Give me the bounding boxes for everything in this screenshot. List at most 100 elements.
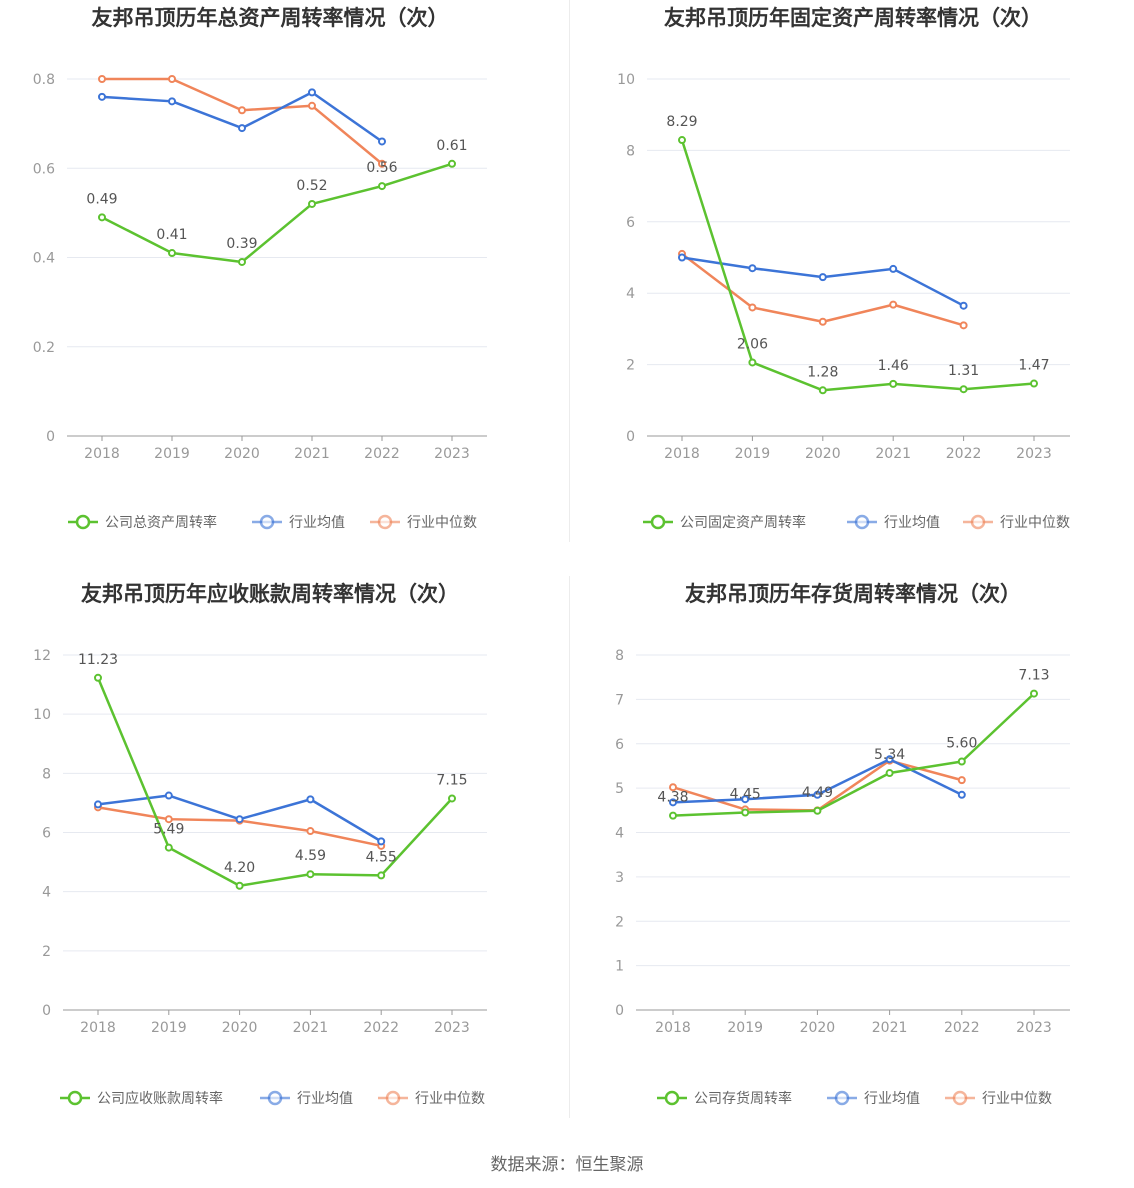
data-point-median: [308, 101, 316, 110]
x-tick-label: 2018: [664, 446, 700, 462]
chart-title: 友邦吊顶历年总资产周转率情况（次）: [92, 6, 449, 30]
data-point-median: [168, 75, 176, 83]
chart-title: 友邦吊顶历年存货周转率情况（次）: [685, 582, 1021, 606]
data-label: 0.56: [366, 160, 397, 176]
x-tick-label: 2019: [151, 1020, 187, 1036]
x-tick-label: 2023: [1016, 446, 1052, 462]
y-tick-label: 4: [626, 286, 635, 302]
data-label: 5.49: [153, 822, 184, 838]
data-label: 4.20: [224, 860, 255, 876]
y-tick-label: 8: [615, 648, 624, 664]
data-point-avg: [959, 301, 968, 310]
x-tick-label: 2020: [224, 446, 260, 462]
legend-label-company: 公司存货周转率: [694, 1090, 792, 1107]
data-point-company: [1030, 689, 1038, 698]
x-tick-label: 2021: [875, 446, 911, 462]
legend-label-avg: 行业均值: [289, 515, 345, 531]
data-point-avg: [678, 253, 686, 262]
y-tick-label: 1: [615, 959, 624, 975]
x-tick-label: 2019: [154, 446, 190, 462]
data-label: 0.61: [436, 138, 467, 154]
data-point-avg: [669, 798, 677, 807]
legend-marker-company: [75, 514, 91, 530]
legend-marker-avg: [259, 514, 275, 530]
data-point-median: [748, 303, 757, 312]
y-tick-label: 7: [615, 692, 624, 708]
data-label: 1.28: [807, 364, 838, 380]
data-point-avg: [885, 755, 894, 764]
data-label: 1.46: [878, 358, 909, 374]
x-tick-label: 2023: [434, 446, 470, 462]
y-tick-label: 6: [615, 737, 624, 753]
data-point-median: [957, 776, 966, 785]
y-tick-label: 10: [33, 707, 51, 723]
y-tick-label: 0.8: [33, 72, 55, 88]
legend-label-median: 行业中位数: [407, 515, 477, 531]
legend-label-company: 公司固定资产周转率: [680, 514, 806, 531]
legend-marker-median: [970, 514, 986, 530]
data-point-median: [818, 317, 827, 326]
data-point-company: [448, 159, 456, 168]
legend-marker-company: [67, 1090, 83, 1106]
chart-receivables-turnover: 友邦吊顶历年应收账款周转率情况（次） 0 2 4 6 8 10 12 2018 2019 2020 2…: [0, 576, 567, 1152]
y-tick-label: 2: [615, 914, 624, 930]
y-tick-label: 5: [615, 781, 624, 797]
chart-total-asset-turnover: 友邦吊顶历年总资产周转率情况（次） 0 0.2 0.4 0.6 0.8 2018 2019 20…: [0, 0, 567, 576]
chart-title: 友邦吊顶历年固定资产周转率情况（次）: [664, 6, 1042, 30]
data-point-avg: [741, 795, 750, 804]
data-label: 0.52: [296, 178, 327, 194]
data-point-company: [889, 379, 898, 388]
data-label: 7.13: [1018, 668, 1049, 684]
data-point-avg: [168, 97, 176, 106]
data-label: 0.49: [86, 191, 117, 207]
data-point-company: [238, 257, 246, 266]
y-tick-label: 0.2: [33, 340, 55, 356]
divider-top: [569, 0, 570, 542]
legend-marker-company: [650, 514, 666, 530]
legend-label-median: 行业中位数: [982, 1091, 1052, 1107]
legend-marker-median: [377, 514, 393, 530]
data-point-company: [377, 871, 386, 880]
data-label: 4.55: [366, 849, 397, 865]
chart-title: 友邦吊顶历年应收账款周转率情况（次）: [81, 582, 459, 606]
y-tick-label: 0: [615, 1003, 624, 1019]
data-label: 2.06: [737, 336, 768, 352]
y-tick-label: 0.6: [33, 161, 55, 177]
y-tick-label: 6: [626, 215, 635, 231]
data-label: 5.34: [874, 747, 905, 763]
data-point-avg: [889, 264, 898, 273]
y-tick-label: 6: [42, 826, 51, 842]
data-point-median: [238, 106, 246, 115]
x-tick-label: 2022: [946, 446, 982, 462]
data-point-company: [813, 806, 822, 815]
legend-marker-median: [385, 1090, 401, 1106]
legend-label-company: 公司总资产周转率: [105, 514, 217, 531]
x-tick-label: 2022: [944, 1020, 980, 1036]
y-tick-label: 4: [42, 885, 51, 901]
legend-label-avg: 行业均值: [864, 1091, 920, 1107]
data-point-median: [378, 159, 386, 168]
chart-svg: 友邦吊顶历年存货周转率情况（次） 0 1 2 3 4 5 6 7 8 2018 2019 2020 202…: [615, 582, 1070, 1107]
data-point-avg: [306, 795, 315, 804]
x-tick-label: 2020: [222, 1020, 258, 1036]
data-point-company: [378, 182, 386, 191]
y-tick-label: 4: [615, 826, 624, 842]
chart-fixed-asset-turnover: 友邦吊顶历年固定资产周转率情况（次） 0 2 4 6 8 10 2018 2019 2020 202…: [567, 0, 1134, 576]
data-point-company: [678, 136, 686, 145]
y-tick-label: 12: [33, 648, 51, 664]
data-point-median: [889, 300, 898, 309]
series-line-avg: [681, 256, 965, 307]
data-point-median: [669, 783, 677, 792]
x-tick-label: 2020: [800, 1020, 836, 1036]
data-point-company: [741, 808, 750, 817]
data-label: 5.60: [946, 736, 977, 752]
legend-marker-avg: [267, 1090, 283, 1106]
x-tick-label: 2018: [80, 1020, 116, 1036]
y-tick-label: 8: [626, 143, 635, 159]
series-line-company: [672, 692, 1035, 817]
data-point-avg: [818, 273, 827, 282]
data-label: 4.59: [295, 848, 326, 864]
data-point-company: [235, 881, 244, 890]
legend-marker-avg: [834, 1090, 850, 1106]
data-point-company: [669, 811, 677, 820]
